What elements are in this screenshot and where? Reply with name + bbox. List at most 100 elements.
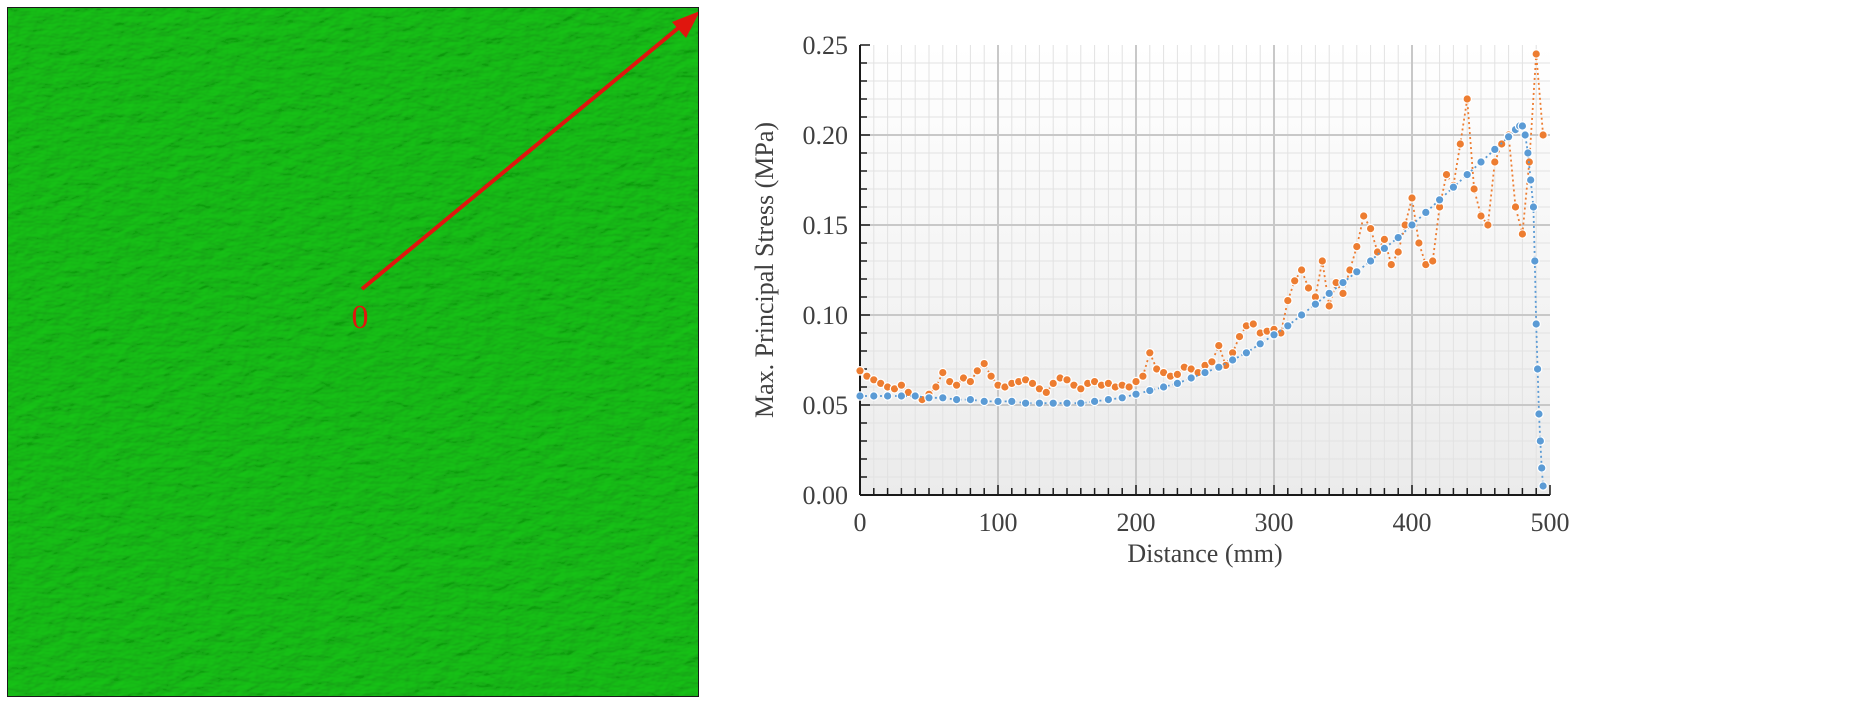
y-tick-label: 0.20 bbox=[803, 121, 849, 150]
y-tick-label: 0.25 bbox=[803, 31, 849, 60]
series-1-point bbox=[1303, 283, 1314, 293]
series-2-point bbox=[924, 392, 934, 403]
series-2-point bbox=[910, 391, 920, 401]
x-tick-label: 200 bbox=[1117, 508, 1156, 537]
series-2-point bbox=[882, 391, 893, 401]
series-1-point bbox=[931, 382, 941, 392]
y-tick-label: 0.10 bbox=[803, 301, 849, 330]
series-2-point bbox=[1503, 132, 1514, 142]
series-2-point bbox=[1434, 195, 1445, 205]
series-1-point bbox=[1048, 378, 1058, 389]
series-2-point bbox=[1200, 367, 1210, 378]
series-1-point bbox=[1462, 94, 1472, 104]
series-2-point bbox=[1525, 175, 1536, 185]
series-2-point bbox=[1532, 364, 1543, 374]
stress-chart: 0 100 200 300 400 500 0.00 0.05 0.10 0.15 0.20 0.25… bbox=[750, 31, 1570, 568]
y-tick-label: 0.05 bbox=[803, 391, 849, 420]
stress-contour-panel: 0 bbox=[7, 7, 699, 697]
series-2-point bbox=[1227, 355, 1238, 365]
tick-labels: 0 100 200 300 400 500 0.00 0.05 0.10 0.15 0.20 0.25 bbox=[803, 31, 1570, 537]
x-tick-label: 300 bbox=[1255, 508, 1294, 537]
series-2-point bbox=[979, 396, 989, 407]
series-1-point bbox=[1441, 169, 1452, 180]
series-2-point bbox=[1523, 148, 1533, 158]
series-1-point bbox=[1027, 378, 1038, 389]
series-1-point bbox=[1124, 382, 1134, 392]
series-1-point bbox=[1455, 139, 1466, 149]
series-2-point bbox=[1338, 277, 1348, 288]
series-2-point bbox=[1538, 481, 1548, 491]
series-2-point bbox=[993, 396, 1003, 407]
series-2-point bbox=[1534, 409, 1544, 419]
series-1-point bbox=[1144, 347, 1155, 358]
series-1-point bbox=[1427, 256, 1438, 266]
series-1-point bbox=[1358, 211, 1369, 221]
series-1-point bbox=[1393, 247, 1403, 257]
series-2-point bbox=[1117, 392, 1127, 403]
series-1-point bbox=[1172, 369, 1183, 380]
series-1-point bbox=[938, 367, 948, 378]
series-2-point bbox=[1462, 169, 1472, 180]
series-2-point bbox=[1536, 463, 1547, 473]
series-2-point bbox=[1489, 144, 1500, 155]
series-2-point bbox=[1393, 232, 1403, 243]
series-2-point bbox=[1324, 288, 1334, 299]
series-1-point bbox=[1517, 229, 1528, 239]
series-1-point bbox=[972, 365, 983, 376]
series-1-point bbox=[1075, 383, 1086, 394]
series-1-point bbox=[855, 365, 865, 376]
series-2-point bbox=[951, 394, 962, 405]
series-2-point bbox=[1535, 436, 1546, 446]
series-1-point bbox=[979, 358, 989, 369]
series-2-point bbox=[1144, 385, 1155, 396]
series-1-point bbox=[1469, 184, 1479, 194]
series-2-point bbox=[1520, 130, 1530, 140]
series-1-point bbox=[1213, 340, 1224, 351]
series-1-point bbox=[986, 371, 996, 381]
series-2-point bbox=[1158, 382, 1169, 392]
x-tick-label: 0 bbox=[854, 508, 867, 537]
series-1-point bbox=[1324, 301, 1334, 311]
series-2-point bbox=[1310, 299, 1321, 309]
series-2-point bbox=[1407, 220, 1417, 230]
series-2-point bbox=[1269, 329, 1279, 340]
series-2-point bbox=[1172, 378, 1183, 389]
x-tick-label: 500 bbox=[1531, 508, 1570, 537]
series-2-point bbox=[1528, 202, 1539, 212]
path-arrow-line bbox=[360, 18, 690, 291]
major-gridlines bbox=[860, 45, 1550, 495]
series-1-point bbox=[1289, 275, 1300, 286]
series-1-point bbox=[1407, 193, 1417, 203]
series-2-point bbox=[1420, 207, 1431, 218]
series-1-point bbox=[1338, 288, 1348, 299]
series-1-point bbox=[965, 376, 976, 387]
series-2-point bbox=[1048, 398, 1058, 408]
x-tick-label: 100 bbox=[979, 508, 1018, 537]
y-tick-label: 0.00 bbox=[803, 481, 849, 510]
series-layer bbox=[855, 49, 1548, 491]
series-2-point bbox=[1255, 338, 1265, 349]
series-2-point bbox=[1062, 398, 1072, 408]
series-1-point bbox=[1138, 371, 1148, 381]
series-1-point bbox=[1062, 374, 1072, 385]
series-2-point bbox=[1089, 396, 1100, 407]
series-2-point bbox=[1103, 394, 1114, 405]
y-axis-title: Max. Principal Stress (MPa) bbox=[750, 122, 779, 418]
series-1-point bbox=[1351, 241, 1362, 252]
series-2-point bbox=[1351, 266, 1362, 277]
series-1-point bbox=[1317, 256, 1328, 266]
y-tick-label: 0.15 bbox=[803, 211, 849, 240]
series-2-point bbox=[1241, 347, 1252, 358]
series-1-point bbox=[1414, 238, 1424, 248]
series-1-point bbox=[1234, 331, 1245, 342]
series-1-point bbox=[1131, 376, 1141, 387]
axes bbox=[859, 44, 1551, 496]
series-2-point bbox=[1530, 256, 1540, 266]
series-1-point bbox=[1510, 202, 1521, 212]
series-2-point bbox=[1034, 398, 1045, 408]
series-1-point bbox=[896, 380, 907, 390]
x-tick-label: 400 bbox=[1393, 508, 1432, 537]
stress-chart-panel: 0 100 200 300 400 500 0.00 0.05 0.10 0.15 0.20 0.25… bbox=[730, 0, 1865, 703]
series-2-point bbox=[1448, 182, 1459, 192]
series-2-point bbox=[1365, 256, 1376, 266]
